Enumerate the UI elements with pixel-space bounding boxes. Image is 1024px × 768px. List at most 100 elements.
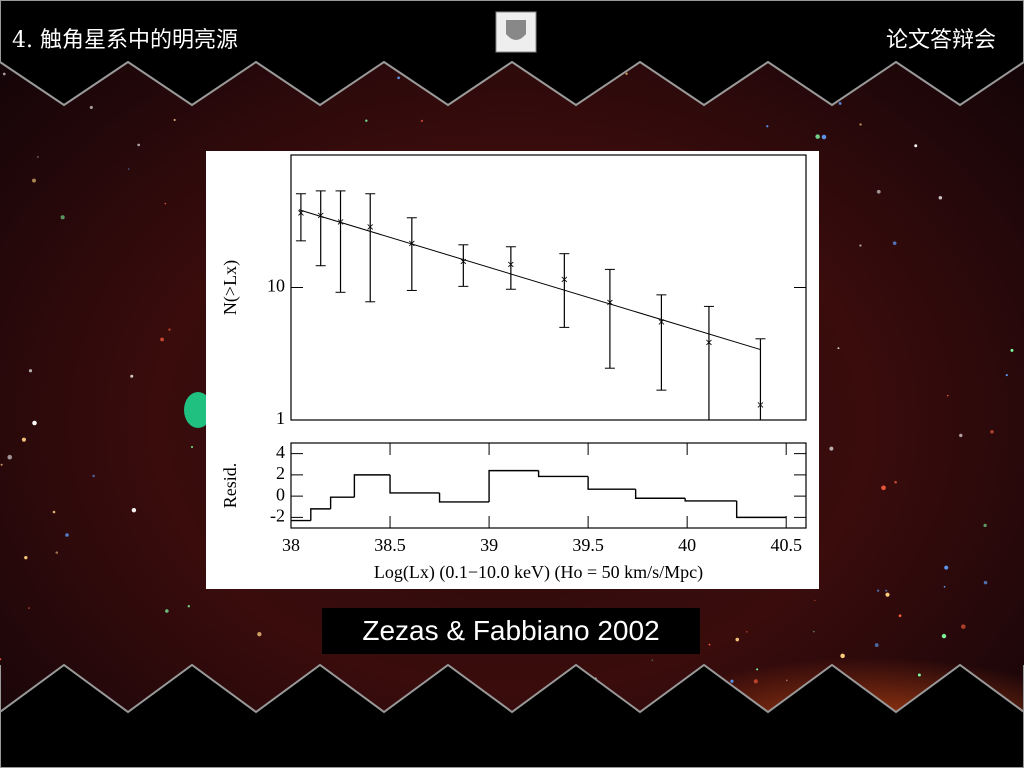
star: [0, 463, 3, 466]
step-segment: [310, 508, 331, 521]
star: [708, 643, 711, 646]
star: [859, 244, 862, 247]
star: [24, 555, 28, 560]
star: [164, 202, 167, 205]
star: [7, 454, 13, 460]
star: [191, 445, 194, 449]
green-blob: [184, 392, 212, 428]
star: [21, 437, 26, 442]
star: [938, 195, 943, 200]
x-tick-label: 40: [678, 535, 696, 555]
star: [365, 119, 368, 122]
star: [60, 215, 65, 220]
bottom-border: [0, 663, 1024, 768]
x-tick-label: 39.5: [572, 535, 604, 555]
caption: Zezas & Fabbiano 2002: [322, 608, 700, 654]
y-tick-label: -2: [270, 506, 285, 526]
point: ×: [756, 400, 764, 411]
star: [1005, 373, 1008, 377]
star: [0, 658, 2, 661]
y-tick-label: 10: [267, 276, 285, 296]
star: [735, 637, 740, 642]
star: [837, 347, 840, 350]
star: [52, 510, 56, 514]
star: [876, 189, 881, 194]
step-segment: [634, 489, 686, 499]
star: [187, 605, 191, 608]
star: [168, 328, 171, 331]
star: [55, 551, 59, 554]
x-axis-label: Log(Lx) (0.1−10.0 keV) (Ho = 50 km/s/Mpc…: [374, 562, 703, 583]
chart-bg: [206, 151, 819, 589]
star: [990, 429, 994, 434]
star: [160, 337, 164, 342]
step-segment: [488, 469, 539, 502]
x-tick-label: 39: [480, 535, 498, 555]
y-tick-label: 1: [276, 408, 285, 428]
star: [746, 631, 748, 633]
star: [859, 123, 862, 126]
x-tick-label: 40.5: [770, 535, 802, 555]
star: [92, 474, 95, 478]
point: ×: [507, 260, 515, 271]
point: ×: [606, 298, 614, 309]
star: [137, 143, 141, 147]
star: [941, 633, 947, 639]
logo-shield: [506, 20, 526, 40]
step-segment: [735, 500, 787, 519]
star: [37, 156, 39, 158]
star: [1010, 348, 1014, 352]
fit-line: [298, 209, 761, 351]
star: [881, 485, 886, 491]
star: [127, 168, 130, 170]
star: [28, 369, 33, 373]
step-segment: [329, 496, 355, 509]
star: [898, 614, 902, 618]
star: [914, 144, 918, 148]
y-tick-label: 2: [276, 463, 285, 483]
star: [892, 241, 897, 246]
star: [397, 76, 400, 80]
star: [651, 659, 653, 661]
y-axis-label: Resid.: [220, 463, 240, 509]
step-segment: [389, 474, 440, 494]
x-tick-label: 38: [282, 535, 300, 555]
step-segment: [353, 474, 391, 498]
star: [821, 134, 827, 140]
point: ×: [459, 257, 467, 268]
star: [257, 632, 262, 637]
star: [944, 565, 949, 570]
slide-title: 4. 触角星系中的明亮源: [12, 28, 238, 53]
star: [815, 134, 820, 139]
point: ×: [560, 274, 568, 285]
step-segment: [438, 492, 490, 503]
slide-right: 论文答辩会: [885, 28, 996, 53]
step-segment: [537, 470, 589, 478]
star: [946, 394, 949, 397]
star: [130, 374, 134, 378]
star: [753, 679, 758, 684]
step-segment: [587, 476, 636, 490]
star: [32, 178, 36, 183]
point: ×: [657, 317, 665, 328]
star: [2, 72, 6, 76]
star: [28, 607, 30, 609]
star: [32, 420, 37, 426]
star: [876, 589, 880, 592]
star: [814, 599, 816, 602]
star: [625, 72, 628, 75]
star: [983, 523, 987, 528]
star: [943, 585, 946, 588]
star: [829, 446, 834, 451]
star: [173, 118, 176, 122]
star: [65, 533, 69, 537]
star: [874, 643, 879, 647]
x-tick-label: 38.5: [374, 535, 406, 555]
point: ×: [366, 222, 374, 233]
step-segment: [684, 498, 737, 502]
star: [786, 679, 788, 682]
star: [756, 668, 759, 671]
star: [165, 609, 169, 613]
